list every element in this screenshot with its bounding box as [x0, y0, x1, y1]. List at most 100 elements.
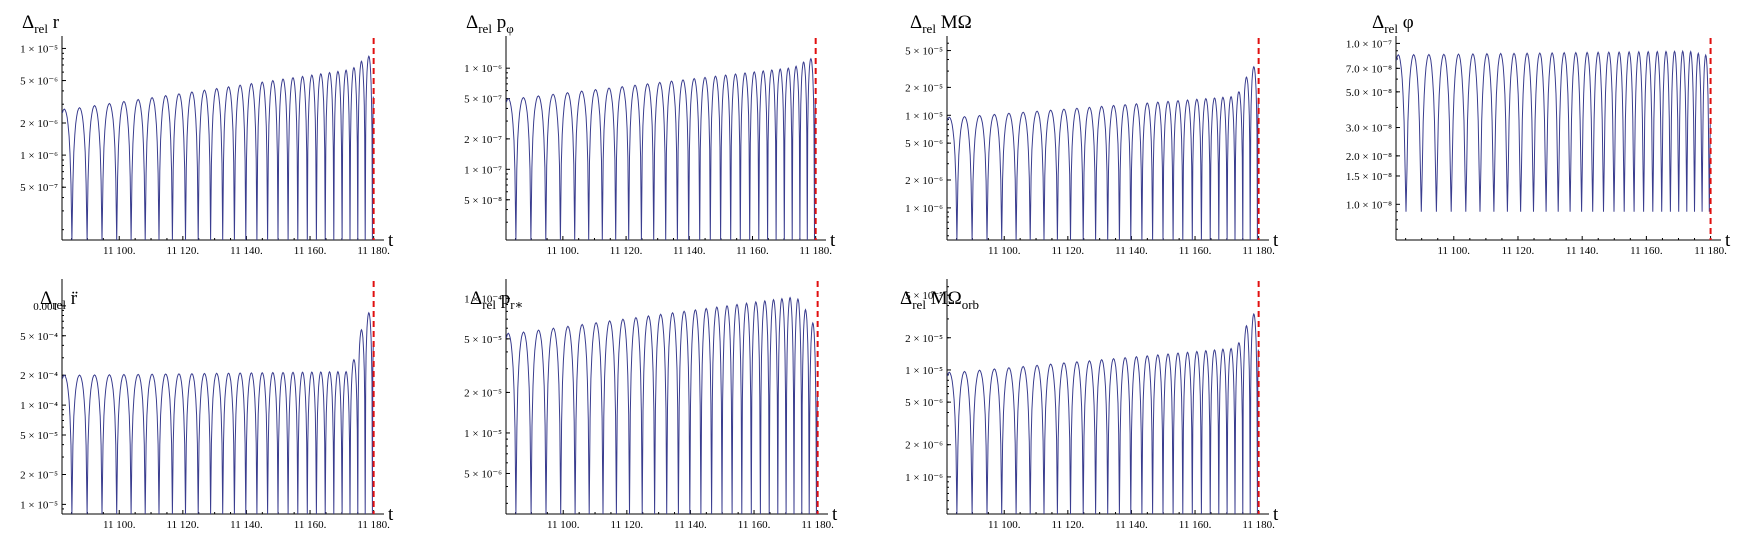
x-tick-label: 11 100.	[988, 519, 1021, 531]
title-delta: Δ	[910, 12, 922, 33]
x-tick-label: 11 120.	[610, 245, 643, 257]
title-delta: Δ	[22, 12, 34, 33]
y-tick-label: 1.5 × 10⁻⁸	[1346, 171, 1392, 183]
title-quantity-subscript: r∗	[510, 297, 523, 312]
panel-title: Δrel r̈	[40, 288, 78, 312]
y-tick-label: 1 × 10⁻⁴	[464, 293, 502, 305]
x-tick-label: 11 160.	[294, 245, 327, 257]
x-tick-label: 11 140.	[1566, 245, 1599, 257]
x-tick-label: 11 160.	[294, 519, 327, 531]
y-tick-label: 1 × 10⁻⁵	[905, 110, 943, 122]
y-tick-label: 2.0 × 10⁻⁸	[1346, 151, 1392, 163]
x-tick-label: 11 140.	[674, 519, 707, 531]
x-tick-label: 11 100.	[1437, 245, 1470, 257]
title-subscript: rel	[912, 297, 926, 312]
x-tick-label: 11 180.	[801, 519, 834, 531]
data-series-line	[505, 296, 818, 515]
x-tick-label: 11 140.	[1115, 519, 1148, 531]
title-subscript: rel	[478, 21, 492, 36]
title-quantity: r	[48, 12, 60, 33]
x-axis-label: t	[830, 230, 836, 251]
data-series-line	[61, 55, 374, 241]
y-tick-label: 1 × 10⁻⁶	[905, 472, 943, 484]
panel-title: Δrel φ	[1372, 12, 1414, 36]
x-tick-label: 11 120.	[1052, 519, 1085, 531]
y-tick-label: 2 × 10⁻⁴	[20, 370, 58, 382]
y-tick-label: 2 × 10⁻⁶	[905, 175, 943, 187]
title-quantity: p	[492, 12, 506, 33]
title-subscript: rel	[922, 21, 936, 36]
x-axis-label: t	[1273, 230, 1279, 251]
x-tick-label: 11 140.	[230, 245, 263, 257]
x-tick-label: 11 180.	[1242, 245, 1275, 257]
x-tick-label: 11 180.	[1694, 245, 1727, 257]
y-tick-label: 1.0 × 10⁻⁷	[1346, 38, 1392, 50]
y-tick-label: 2 × 10⁻⁵	[20, 470, 58, 482]
x-tick-label: 11 100.	[547, 519, 580, 531]
x-tick-label: 11 120.	[167, 519, 200, 531]
title-quantity: MΩ	[926, 288, 962, 309]
x-tick-label: 11 160.	[1630, 245, 1663, 257]
y-tick-label: 1 × 10⁻⁵	[905, 365, 943, 377]
y-tick-label: 1.0 × 10⁻⁸	[1346, 199, 1392, 211]
chart-panel-3: Δrel MΩ 11 100. 11 120. 11 140. 11 160. 11 18…	[905, 12, 1279, 257]
x-tick-label: 11 100.	[103, 245, 136, 257]
data-series-line	[946, 312, 1259, 515]
chart-panel-6: Δrel pr∗ 11 100. 11 120. 11 140. 11 160. 11 1…	[464, 279, 838, 531]
data-series-line	[1395, 49, 1711, 212]
y-tick-label: 1 × 10⁻⁶	[20, 150, 58, 162]
x-tick-label: 11 100.	[547, 245, 580, 257]
data-series-line	[505, 57, 816, 241]
x-tick-label: 11 180.	[357, 245, 390, 257]
y-tick-label: 5 × 10⁻⁴	[20, 331, 58, 343]
panel-title: Δrel r	[22, 12, 60, 36]
y-tick-label: 2 × 10⁻⁷	[464, 134, 502, 146]
y-tick-label: 1 × 10⁻⁵	[20, 499, 58, 511]
y-tick-label: 1 × 10⁻⁷	[464, 164, 502, 176]
y-tick-label: 1 × 10⁻⁴	[20, 400, 58, 412]
data-series-line	[61, 311, 374, 515]
panel-title: Δrel pr∗	[470, 288, 523, 312]
title-quantity-subscript: φ	[506, 21, 514, 36]
title-subscript: rel	[52, 297, 66, 312]
y-tick-label: 3.0 × 10⁻⁸	[1346, 123, 1392, 135]
y-tick-label: 1 × 10⁻⁶	[464, 63, 502, 75]
y-tick-label: 5 × 10⁻⁵	[20, 430, 58, 442]
y-tick-label: 5 × 10⁻⁷	[464, 94, 502, 106]
y-tick-label: 2 × 10⁻⁶	[905, 440, 943, 452]
y-tick-label: 5 × 10⁻⁶	[905, 397, 943, 409]
y-tick-label: 5 × 10⁻⁵	[464, 334, 502, 346]
y-tick-label: 5 × 10⁻⁶	[905, 138, 943, 150]
y-tick-label: 5 × 10⁻⁸	[464, 195, 502, 207]
data-series-line	[946, 65, 1259, 241]
y-tick-label: 7.0 × 10⁻⁸	[1346, 63, 1392, 75]
x-tick-label: 11 160.	[1179, 519, 1212, 531]
x-tick-label: 11 100.	[988, 245, 1021, 257]
y-tick-label: 2 × 10⁻⁵	[464, 387, 502, 399]
x-axis-label: t	[1725, 230, 1731, 251]
title-quantity: p	[496, 288, 510, 309]
title-delta: Δ	[466, 12, 478, 33]
chart-panel-4: Δrel φ 11 100. 11 120. 11 140. 11 160. 11 180…	[1346, 12, 1731, 257]
y-tick-label: 5 × 10⁻⁵	[905, 46, 943, 58]
title-subscript: rel	[34, 21, 48, 36]
x-tick-label: 11 180.	[799, 245, 832, 257]
x-tick-label: 11 160.	[738, 519, 771, 531]
y-tick-label: 5 × 10⁻⁶	[20, 76, 58, 88]
y-tick-label: 2 × 10⁻⁶	[20, 118, 58, 130]
x-tick-label: 11 140.	[673, 245, 706, 257]
title-quantity: MΩ	[936, 12, 972, 33]
title-subscript: rel	[1384, 21, 1398, 36]
chart-panel-5: Δrel r̈ 11 100. 11 120. 11 140. 11 160. 11 18…	[20, 279, 394, 531]
x-axis-label: t	[832, 504, 838, 525]
y-tick-label: 2 × 10⁻⁵	[905, 333, 943, 345]
x-tick-label: 11 120.	[167, 245, 200, 257]
title-subscript: rel	[482, 297, 496, 312]
x-tick-label: 11 120.	[1052, 245, 1085, 257]
x-tick-label: 11 140.	[1115, 245, 1148, 257]
x-tick-label: 11 180.	[1242, 519, 1275, 531]
x-tick-label: 11 120.	[1502, 245, 1535, 257]
chart-panel-1: Δrel r 11 100. 11 120. 11 140. 11 160. 11 180…	[20, 12, 394, 257]
chart-panel-7: Δrel MΩorb 11 100. 11 120. 11 140. 11 160. 11…	[900, 279, 1279, 531]
